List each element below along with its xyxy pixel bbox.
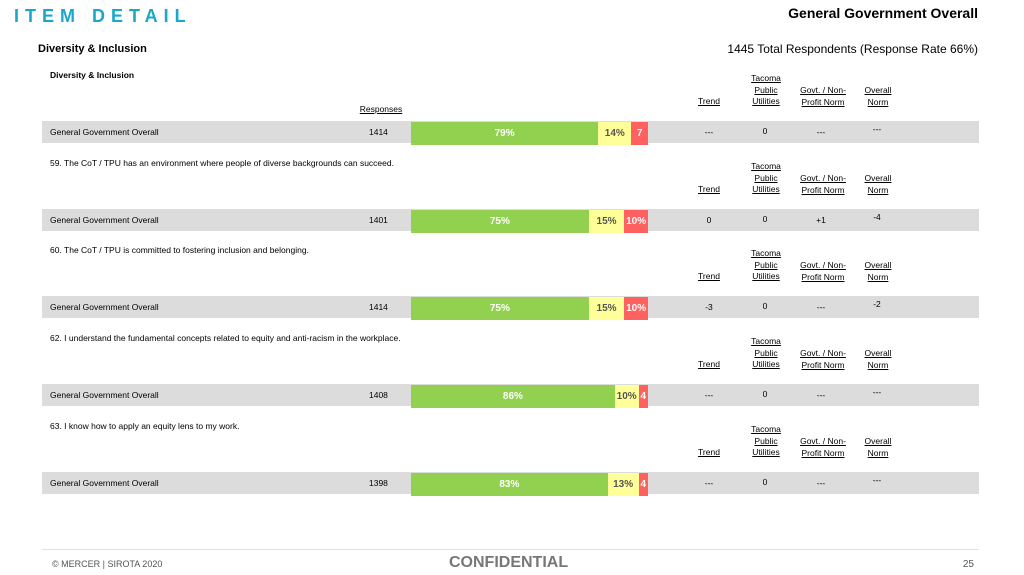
table-row: General Government Overall 1401 75% 15% 10% 0… xyxy=(42,209,979,233)
response-count: 1401 xyxy=(369,215,388,225)
unfavorable-segment: 10% xyxy=(624,297,648,320)
neutral-segment: 15% xyxy=(588,297,625,320)
tpu-header: Tacoma Public Utilities xyxy=(751,248,781,281)
copyright: © MERCER | SIROTA 2020 xyxy=(52,559,163,569)
item-block: 63. I know how to apply an equity lens t… xyxy=(42,421,979,509)
govt-norm-value: --- xyxy=(816,302,826,312)
govt-norm-header: Govt. / Non- Profit Norm xyxy=(800,348,846,370)
trend-value: --- xyxy=(704,127,714,137)
govt-norm-value: --- xyxy=(816,478,826,488)
segment-label: General Government Overall xyxy=(50,390,159,400)
favorable-segment: 75% xyxy=(411,297,589,320)
govt-norm-header: Govt. / Non- Profit Norm xyxy=(800,85,846,107)
response-count: 1414 xyxy=(369,302,388,312)
section-title: Diversity & Inclusion xyxy=(38,43,147,55)
overall-norm-header: Overall Norm xyxy=(864,260,892,282)
tpu-header: Tacoma Public Utilities xyxy=(751,424,781,457)
trend-value: --- xyxy=(704,478,714,488)
unfavorable-segment: 4 xyxy=(638,385,648,408)
respondent-count: 1445 Total Respondents (Response Rate 66… xyxy=(727,42,978,56)
neutral-segment: 10% xyxy=(614,385,639,408)
unfavorable-segment: 7 xyxy=(631,122,648,145)
tpu-header: Tacoma Public Utilities xyxy=(751,73,781,106)
favorable-segment: 75% xyxy=(411,210,589,233)
favorable-segment: 83% xyxy=(411,473,608,496)
govt-norm-value: +1 xyxy=(816,215,826,225)
govt-norm-header: Govt. / Non- Profit Norm xyxy=(800,173,846,195)
response-count: 1414 xyxy=(369,127,388,137)
question-text: 62. I understand the fundamental concept… xyxy=(50,333,401,343)
question-text: 59. The CoT / TPU has an environment whe… xyxy=(50,158,394,168)
overall-norm-header: Overall Norm xyxy=(864,173,892,195)
trend-value: -3 xyxy=(705,302,713,312)
overall-norm-value: --- xyxy=(872,475,882,485)
tpu-value: 0 xyxy=(762,126,768,136)
overall-norm-value: --- xyxy=(872,387,882,397)
page-brand-title: ITEM DETAIL xyxy=(14,6,192,26)
govt-norm-value: --- xyxy=(816,390,826,400)
response-bar: 75% 15% 10% xyxy=(411,297,648,320)
table-row: General Government Overall 1408 86% 10% 4 ---… xyxy=(42,384,979,408)
tpu-value: 0 xyxy=(762,389,768,399)
question-text: 63. I know how to apply an equity lens t… xyxy=(50,421,240,431)
overall-norm-header: Overall Norm xyxy=(864,85,892,107)
neutral-segment: 13% xyxy=(607,473,639,496)
trend-header: Trend xyxy=(698,447,720,457)
overall-norm-header: Overall Norm xyxy=(864,436,892,458)
segment-label: General Government Overall xyxy=(50,302,159,312)
segment-label: General Government Overall xyxy=(50,127,159,137)
segment-label: General Government Overall xyxy=(50,478,159,488)
overall-norm-value: -2 xyxy=(873,299,881,309)
tpu-value: 0 xyxy=(762,301,768,311)
favorable-segment: 79% xyxy=(411,122,599,145)
trend-header: Trend xyxy=(698,96,720,106)
overall-norm-value: -4 xyxy=(873,212,881,222)
overall-norm-header: Overall Norm xyxy=(864,348,892,370)
responses-header: Responses xyxy=(359,104,403,114)
govt-norm-value: --- xyxy=(816,127,826,137)
question-text: 60. The CoT / TPU is committed to foster… xyxy=(50,245,309,255)
govt-norm-header: Govt. / Non- Profit Norm xyxy=(800,260,846,282)
confidential-label: CONFIDENTIAL xyxy=(449,554,569,571)
response-count: 1398 xyxy=(369,478,388,488)
trend-header: Trend xyxy=(698,271,720,281)
tpu-header: Tacoma Public Utilities xyxy=(751,161,781,194)
trend-header: Trend xyxy=(698,184,720,194)
trend-value: --- xyxy=(704,390,714,400)
response-bar: 83% 13% 4 xyxy=(411,473,648,496)
table-row: General Government Overall 1398 83% 13% 4 ---… xyxy=(42,472,979,496)
govt-norm-header: Govt. / Non- Profit Norm xyxy=(800,436,846,458)
item-block: 62. I understand the fundamental concept… xyxy=(42,333,979,421)
report-title: General Government Overall xyxy=(788,5,978,21)
tpu-header: Tacoma Public Utilities xyxy=(751,336,781,369)
unfavorable-segment: 4 xyxy=(638,473,648,496)
neutral-segment: 14% xyxy=(598,122,632,145)
overall-norm-value: --- xyxy=(872,124,882,134)
trend-header: Trend xyxy=(698,359,720,369)
trend-value: 0 xyxy=(706,215,712,225)
table-row: General Government Overall 1414 75% 15% 10% -… xyxy=(42,296,979,320)
response-bar: 86% 10% 4 xyxy=(411,385,648,408)
item-block: 60. The CoT / TPU is committed to foster… xyxy=(42,245,979,333)
response-count: 1408 xyxy=(369,390,388,400)
question-text: Diversity & Inclusion xyxy=(50,70,135,80)
response-bar: 75% 15% 10% xyxy=(411,210,648,233)
segment-label: General Government Overall xyxy=(50,215,159,225)
item-block: Diversity & Inclusion Responses Trend Tacom… xyxy=(42,70,979,158)
item-block: 59. The CoT / TPU has an environment whe… xyxy=(42,158,979,246)
favorable-segment: 86% xyxy=(411,385,615,408)
table-row: General Government Overall 1414 79% 14% 7 ---… xyxy=(42,121,979,145)
response-bar: 79% 14% 7 xyxy=(411,122,648,145)
unfavorable-segment: 10% xyxy=(624,210,648,233)
tpu-value: 0 xyxy=(762,214,768,224)
page-number: 25 xyxy=(962,559,974,570)
neutral-segment: 15% xyxy=(588,210,625,233)
tpu-value: 0 xyxy=(762,477,768,487)
footer-divider xyxy=(42,549,979,550)
